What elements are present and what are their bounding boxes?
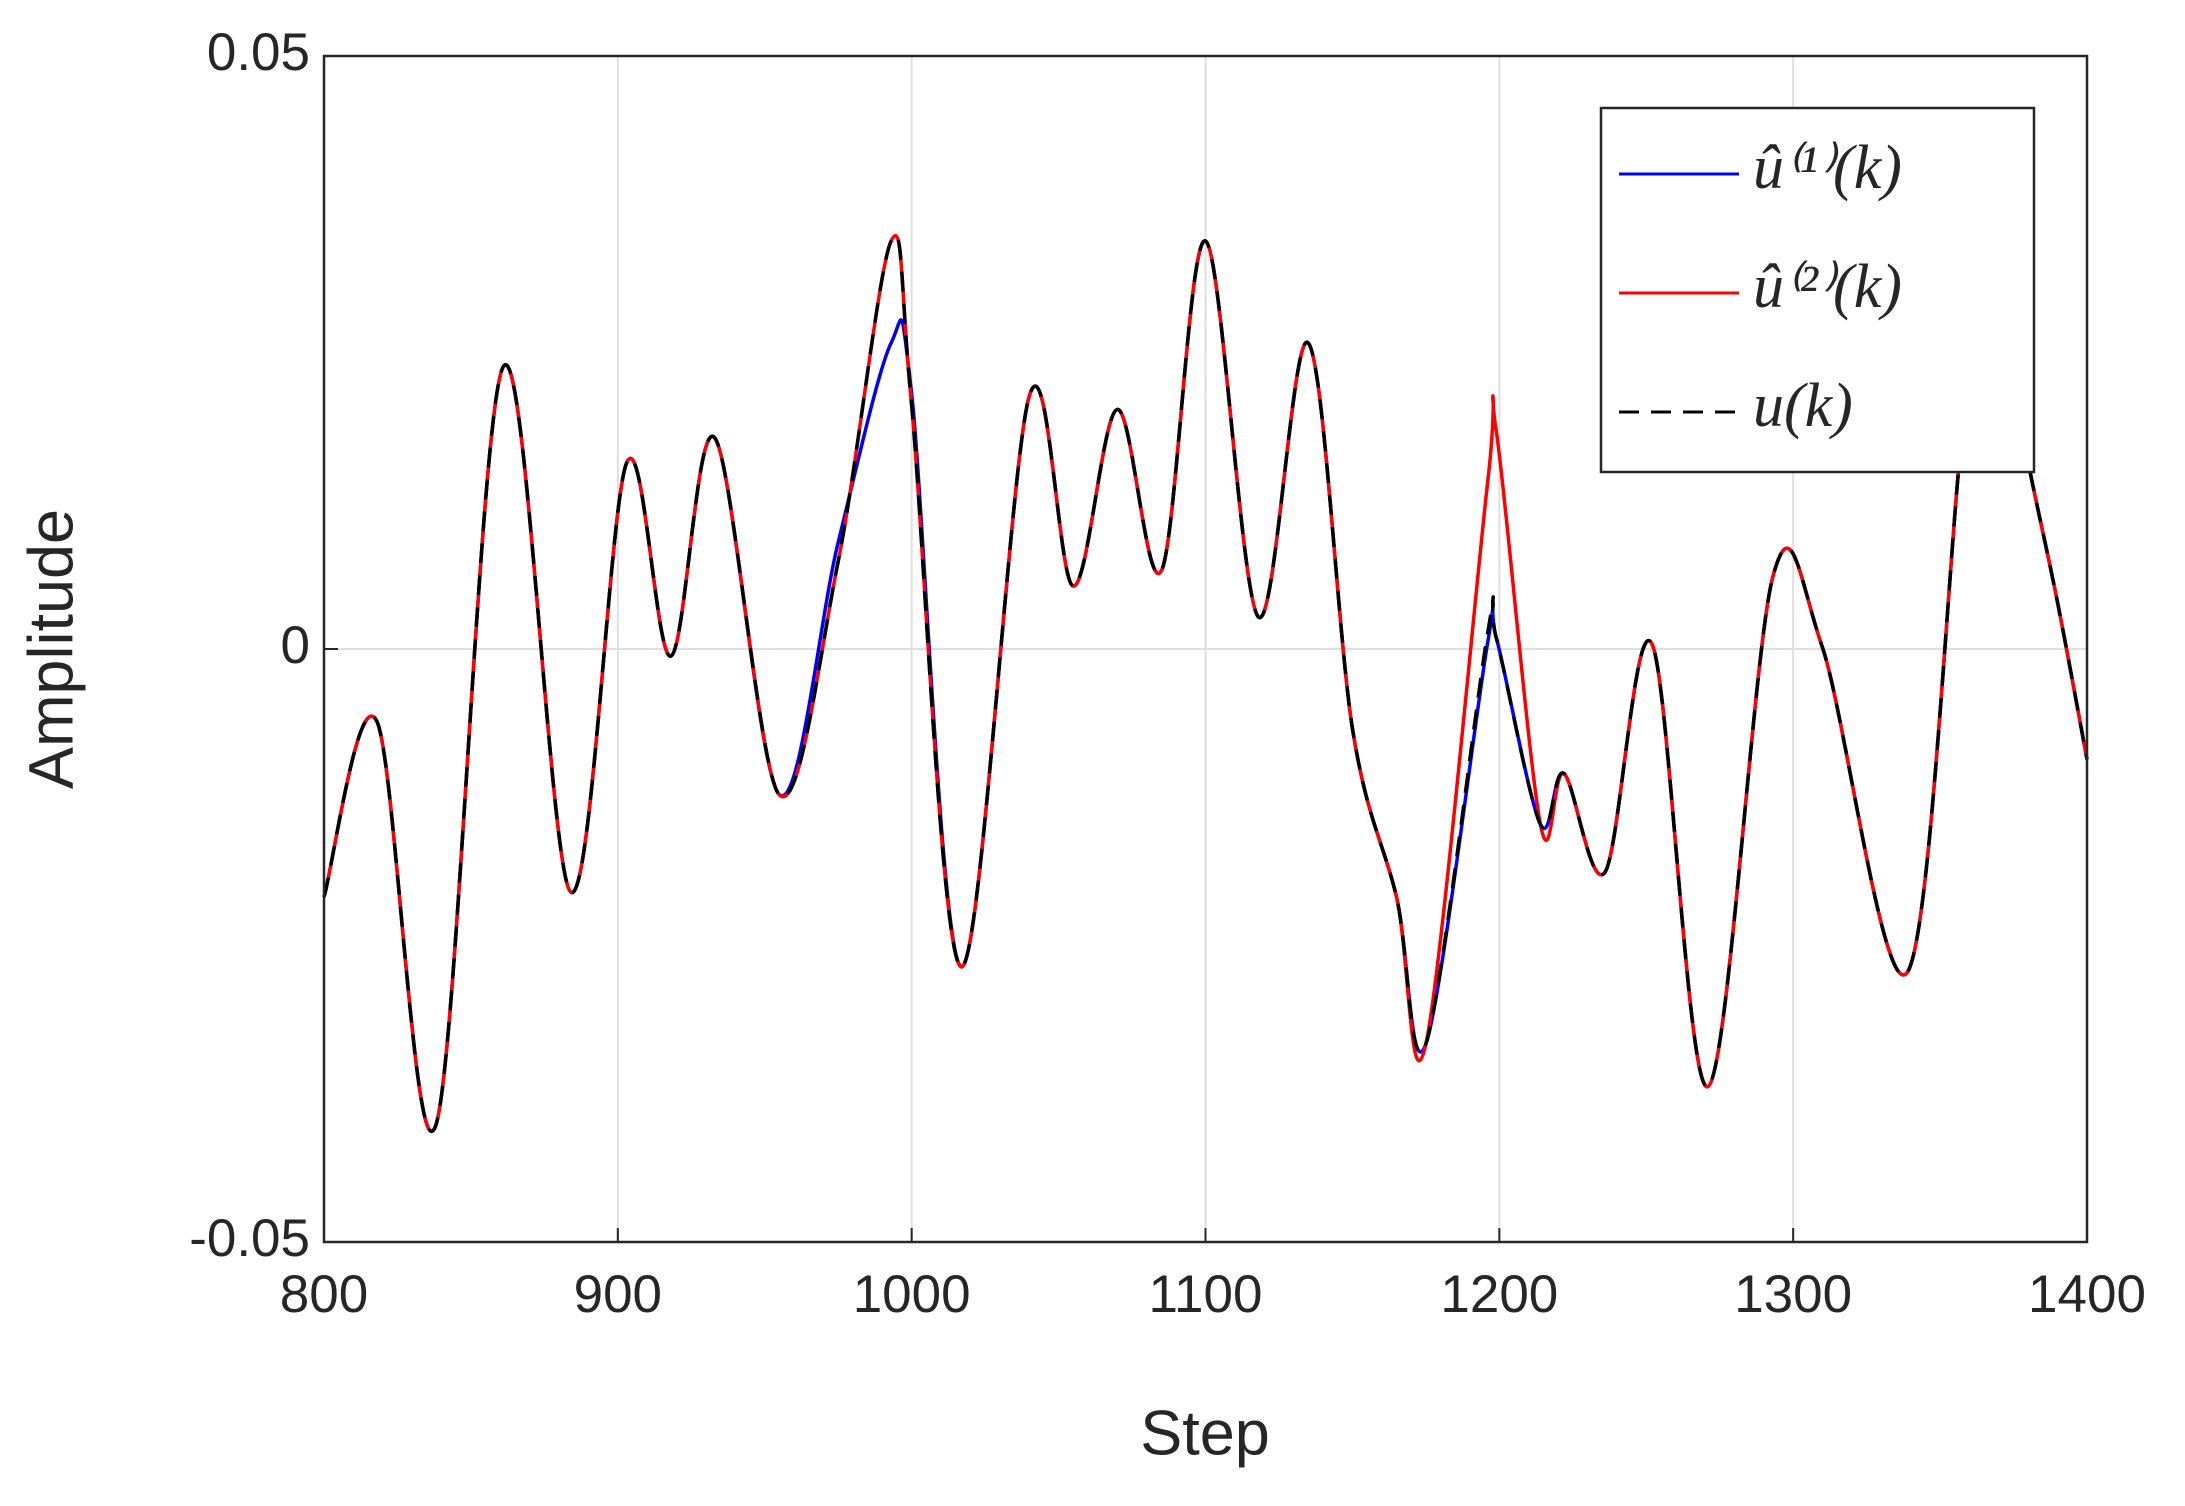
series-line: [322, 233, 2089, 1133]
y-tick-label: -0.05: [189, 1209, 310, 1268]
x-tick-label: 1300: [1734, 1265, 1852, 1324]
x-tick-label: 1400: [2028, 1265, 2146, 1324]
legend-label: û⁽¹⁾(k): [1753, 134, 1902, 202]
plot-frame: [322, 54, 2089, 1244]
y-tick-label: 0: [281, 616, 310, 675]
x-tick-label: 1000: [853, 1265, 971, 1324]
x-tick-label: 1200: [1440, 1265, 1558, 1324]
x-axis-label: Step: [1140, 1399, 1270, 1469]
y-tick-label: 0.05: [207, 23, 310, 82]
legend-box: [1599, 106, 2036, 474]
x-tick-label: 1100: [1149, 1265, 1263, 1324]
legend-label: û⁽²⁾(k): [1753, 253, 1902, 321]
x-tick-label: 800: [280, 1265, 368, 1324]
y-axis-label: Amplitude: [17, 509, 87, 789]
x-tick-label: 900: [574, 1265, 662, 1324]
legend-label: u(k): [1753, 372, 1853, 440]
